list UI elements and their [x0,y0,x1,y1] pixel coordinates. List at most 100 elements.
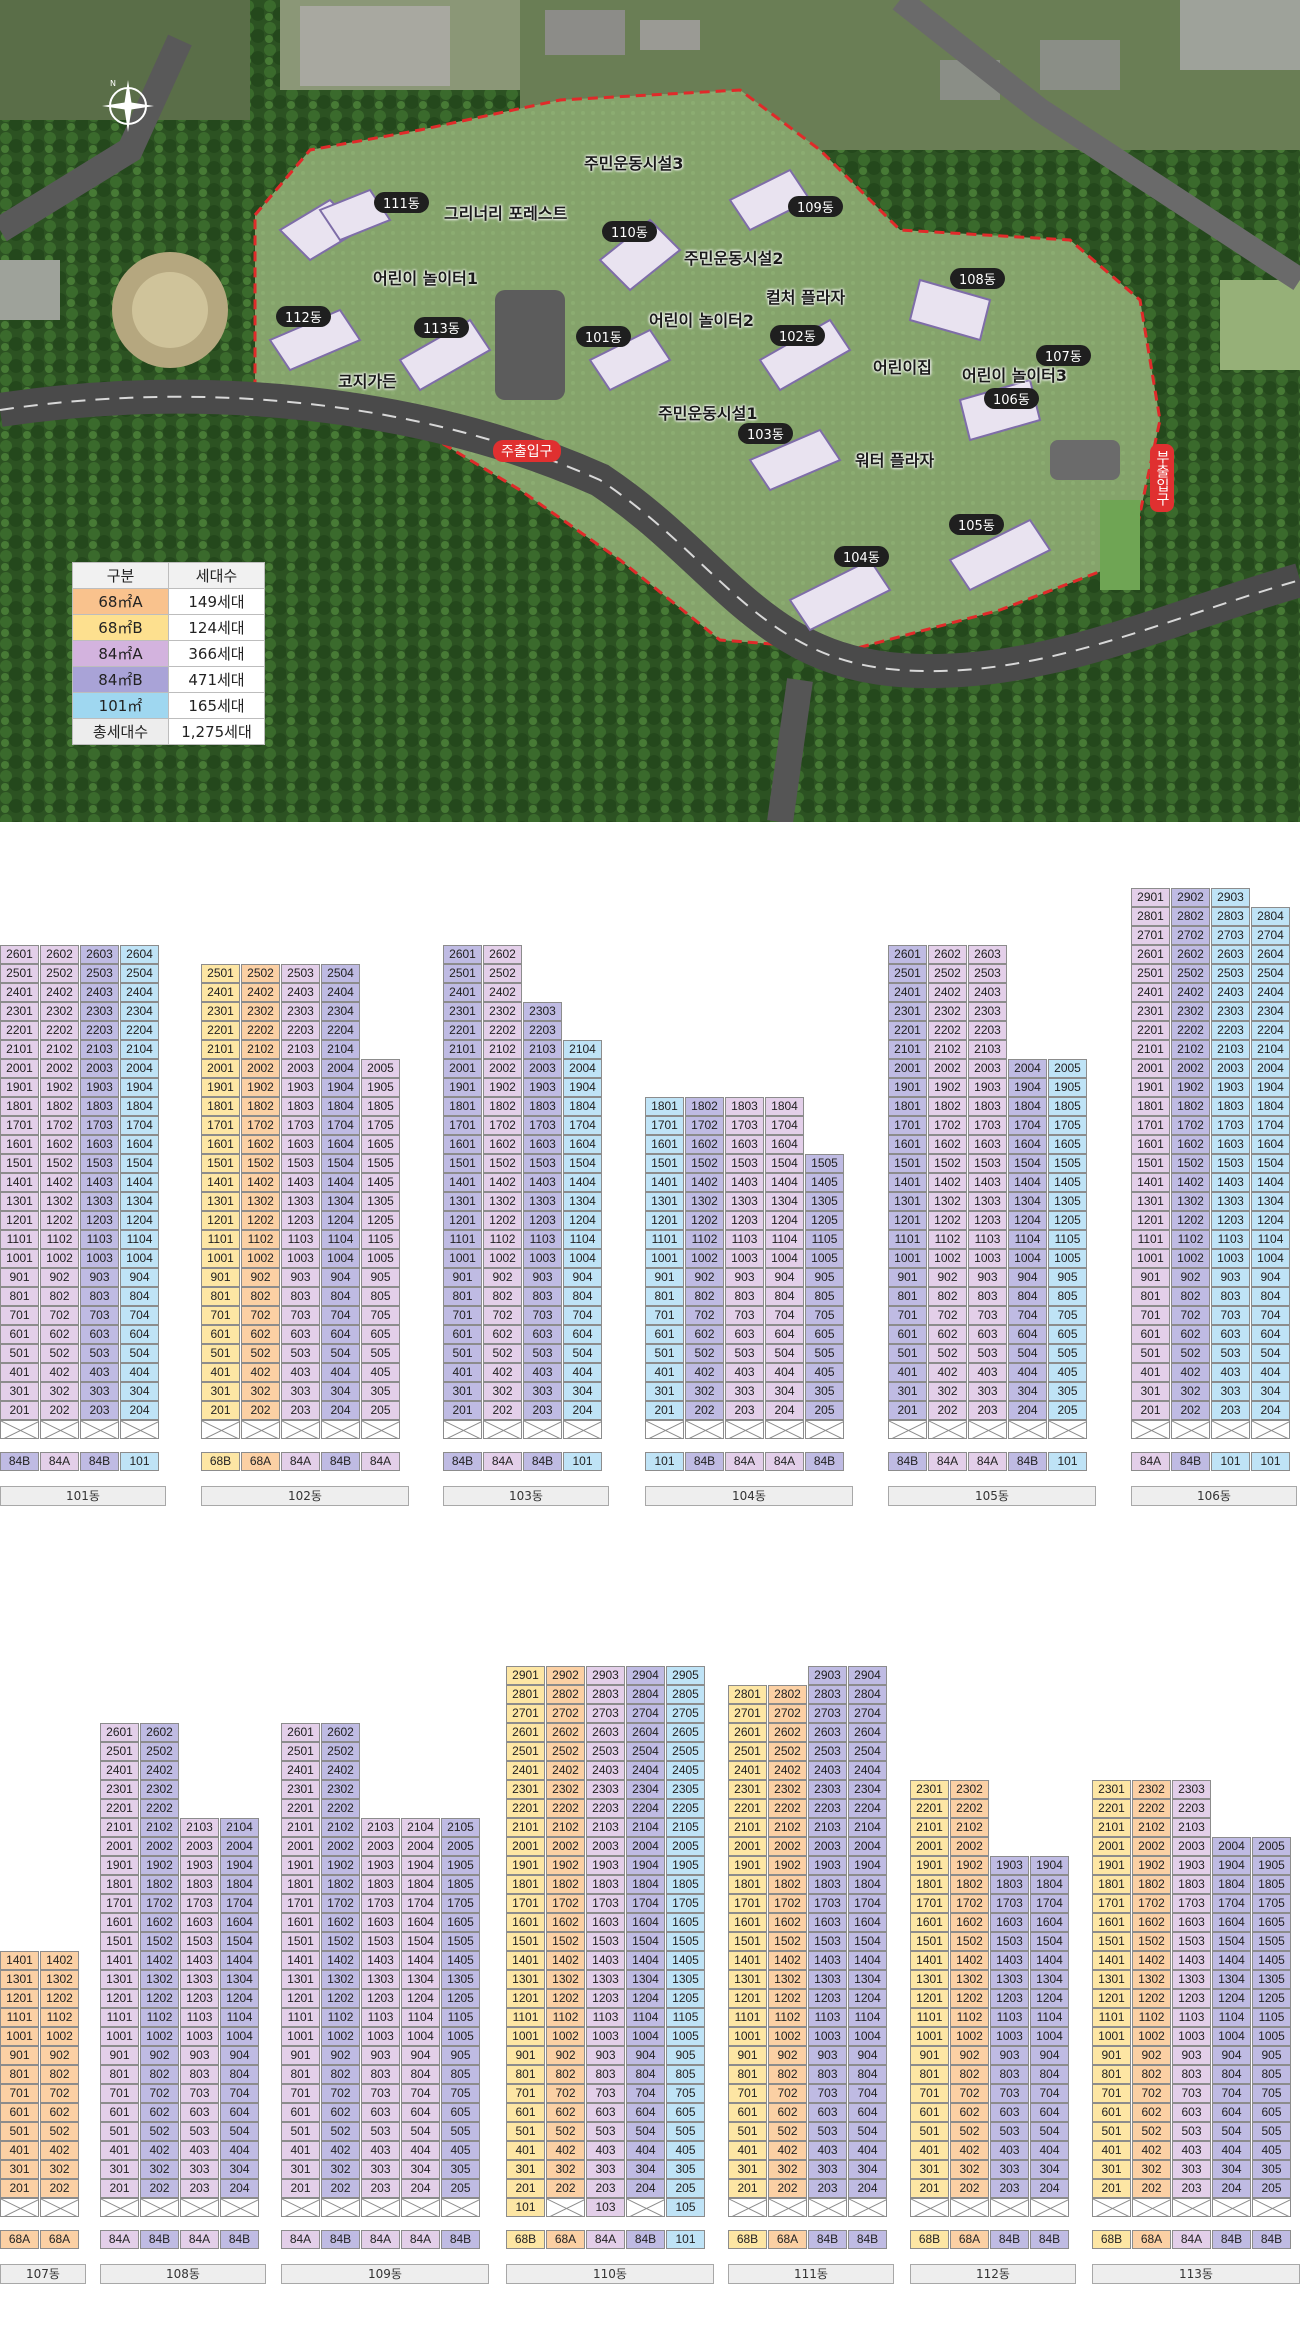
unit-cell[interactable]: 1102 [1132,2008,1171,2027]
unit-cell[interactable]: 401 [201,1363,240,1382]
building-tag-101[interactable]: 101동 [576,326,631,347]
unit-cell[interactable]: 702 [950,2084,989,2103]
unit-cell[interactable]: 1004 [120,1249,159,1268]
unit-cell[interactable]: 1702 [40,1116,79,1135]
unit-cell[interactable]: 2001 [0,1059,39,1078]
unit-cell[interactable]: 2201 [443,1021,482,1040]
unit-cell[interactable]: 2402 [483,983,522,1002]
unit-cell[interactable]: 2301 [910,1780,949,1799]
unit-cell[interactable]: 1005 [1048,1249,1087,1268]
unit-cell[interactable]: 2301 [100,1780,139,1799]
unit-cell[interactable]: 2702 [546,1704,585,1723]
unit-cell[interactable]: 1205 [805,1211,844,1230]
unit-cell[interactable]: 2103 [808,1818,847,1837]
unit-cell[interactable]: 1801 [910,1875,949,1894]
unit-cell[interactable]: 1402 [1132,1951,1171,1970]
unit-cell[interactable]: 703 [725,1306,764,1325]
unit-cell[interactable]: 2903 [586,1666,625,1685]
unit-cell[interactable]: 203 [1172,2179,1211,2198]
unit-cell[interactable]: 2001 [201,1059,240,1078]
unit-cell[interactable]: 1902 [1132,1856,1171,1875]
unit-cell[interactable]: 1201 [100,1989,139,2008]
unit-cell[interactable]: 502 [1171,1344,1210,1363]
unit-cell[interactable]: 1201 [443,1211,482,1230]
unit-cell[interactable]: 703 [990,2084,1029,2103]
unit-cell[interactable]: 2501 [506,1742,545,1761]
unit-cell[interactable]: 2001 [910,1837,949,1856]
unit-cell[interactable]: 303 [586,2160,625,2179]
unit-cell[interactable]: 1601 [645,1135,684,1154]
unit-cell[interactable]: 2302 [140,1780,179,1799]
unit-cell[interactable]: 302 [1171,1382,1210,1401]
unit-cell[interactable]: 2401 [728,1761,767,1780]
unit-cell[interactable]: 1502 [241,1154,280,1173]
unit-cell[interactable]: 1704 [848,1894,887,1913]
unit-cell[interactable]: 404 [1008,1363,1047,1382]
unit-cell[interactable]: 2201 [100,1799,139,1818]
unit-cell[interactable]: 901 [645,1268,684,1287]
unit-cell[interactable]: 1302 [928,1192,967,1211]
unit-cell[interactable]: 901 [1092,2046,1131,2065]
unit-cell[interactable]: 703 [968,1306,1007,1325]
unit-cell[interactable]: 1002 [483,1249,522,1268]
unit-cell[interactable]: 1303 [1172,1970,1211,1989]
building-tag-103[interactable]: 103동 [738,423,793,444]
unit-cell[interactable]: 602 [1171,1325,1210,1344]
unit-cell[interactable]: 1002 [40,2027,79,2046]
unit-cell[interactable]: 1304 [1030,1970,1069,1989]
unit-cell[interactable]: 1405 [361,1173,400,1192]
unit-cell[interactable]: 1203 [725,1211,764,1230]
unit-cell[interactable]: 1801 [443,1097,482,1116]
unit-cell[interactable]: 2703 [808,1704,847,1723]
unit-cell[interactable]: 2203 [968,1021,1007,1040]
unit-cell[interactable]: 204 [1251,1401,1290,1420]
unit-cell[interactable]: 2403 [586,1761,625,1780]
unit-cell[interactable]: 701 [281,2084,320,2103]
unit-cell[interactable]: 2404 [120,983,159,1002]
unit-cell[interactable]: 2004 [401,1837,440,1856]
unit-cell[interactable]: 602 [928,1325,967,1344]
unit-cell[interactable]: 502 [1132,2122,1171,2141]
unit-cell[interactable]: 702 [768,2084,807,2103]
unit-cell[interactable]: 1001 [201,1249,240,1268]
unit-cell[interactable]: 804 [765,1287,804,1306]
unit-cell[interactable]: 1801 [281,1875,320,1894]
unit-cell[interactable]: 202 [40,2179,79,2198]
unit-cell[interactable]: 2101 [100,1818,139,1837]
unit-cell[interactable]: 1404 [1212,1951,1251,1970]
unit-cell[interactable]: 1904 [563,1078,602,1097]
unit-cell[interactable]: 803 [80,1287,119,1306]
unit-cell[interactable]: 2003 [180,1837,219,1856]
unit-cell[interactable]: 602 [241,1325,280,1344]
unit-cell[interactable]: 302 [140,2160,179,2179]
unit-cell[interactable]: 801 [100,2065,139,2084]
unit-cell[interactable]: 1403 [1172,1951,1211,1970]
unit-cell[interactable]: 1803 [808,1875,847,1894]
unit-cell[interactable]: 1404 [120,1173,159,1192]
unit-cell[interactable]: 1701 [888,1116,927,1135]
unit-cell[interactable]: 2303 [1211,1002,1250,1021]
unit-cell[interactable]: 201 [1131,1401,1170,1420]
unit-cell[interactable]: 1804 [765,1097,804,1116]
unit-cell[interactable]: 2503 [968,964,1007,983]
unit-cell[interactable]: 401 [443,1363,482,1382]
unit-cell[interactable]: 701 [443,1306,482,1325]
unit-cell[interactable]: 1202 [40,1989,79,2008]
unit-cell[interactable]: 903 [990,2046,1029,2065]
unit-cell[interactable]: 1202 [950,1989,989,2008]
unit-cell[interactable]: 503 [586,2122,625,2141]
unit-cell[interactable]: 701 [506,2084,545,2103]
unit-cell[interactable]: 2103 [281,1040,320,1059]
unit-cell[interactable]: 1503 [968,1154,1007,1173]
unit-cell[interactable]: 1904 [1251,1078,1290,1097]
unit-cell[interactable]: 1105 [1252,2008,1291,2027]
unit-cell[interactable]: 603 [586,2103,625,2122]
unit-cell[interactable]: 1902 [928,1078,967,1097]
unit-cell[interactable]: 2103 [361,1818,400,1837]
unit-cell[interactable]: 605 [666,2103,705,2122]
unit-cell[interactable]: 1901 [506,1856,545,1875]
unit-cell[interactable]: 1603 [990,1913,1029,1932]
unit-cell[interactable]: 703 [523,1306,562,1325]
unit-cell[interactable]: 501 [281,2122,320,2141]
unit-cell[interactable]: 2104 [321,1040,360,1059]
